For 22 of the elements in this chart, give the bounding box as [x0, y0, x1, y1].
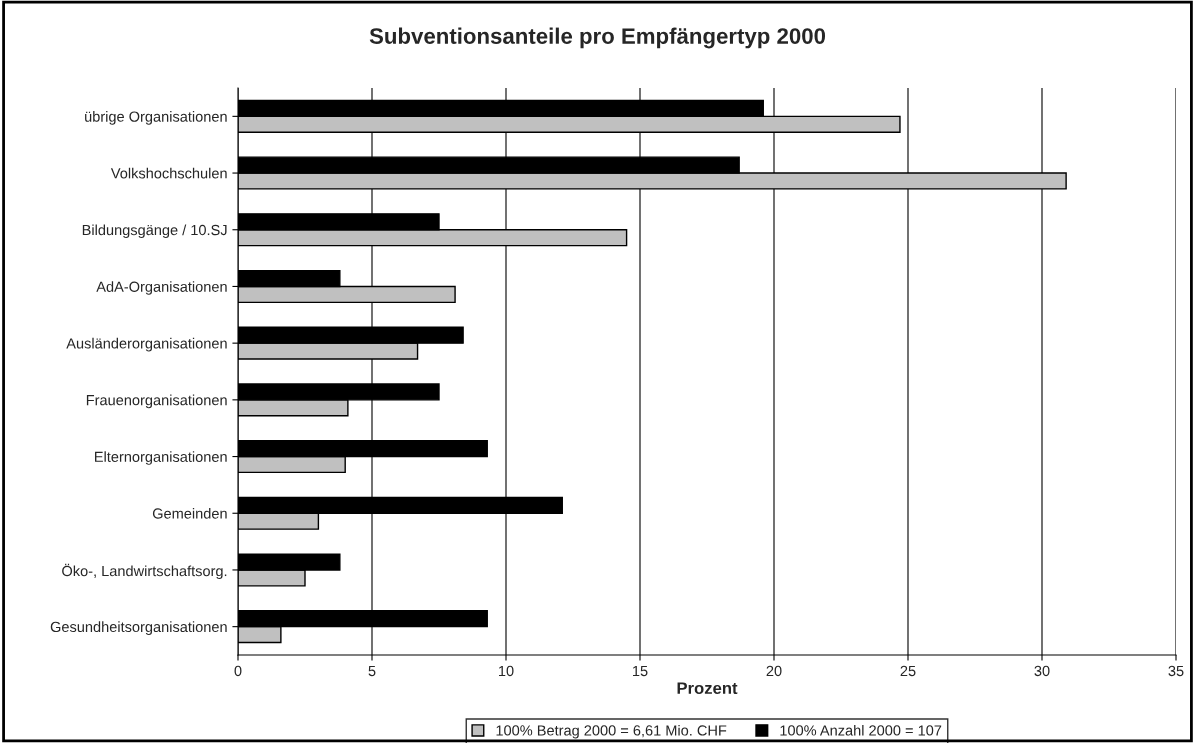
x-tick-label: 25: [900, 665, 916, 677]
legend-label: 100% Anzahl 2000 = 107: [780, 724, 942, 736]
x-tick-label: 30: [1034, 665, 1050, 677]
y-tick-label: Bildungsgänge / 10.SJ: [82, 224, 227, 239]
x-tick-label: 35: [1168, 665, 1184, 677]
y-tick-label: Ausländerorganisationen: [66, 337, 227, 352]
y-tick-label: Frauenorganisationen: [86, 394, 227, 409]
y-tick-label: Volkshochschulen: [110, 167, 227, 179]
legend-label: 100% Betrag 2000 = 6,61 Mio. CHF: [496, 724, 727, 739]
x-axis-title: Prozent: [677, 682, 738, 695]
x-tick-label: 5: [368, 665, 376, 677]
y-tick-label: Gemeinden: [152, 507, 227, 519]
x-tick-label: 20: [766, 665, 782, 677]
x-tick-label: 15: [633, 665, 648, 677]
y-tick-label: Gesundheitsorganisationen: [50, 621, 227, 635]
y-tick-label: AdA-Organisationen: [96, 281, 227, 295]
y-tick-label: übrige Organisationen: [85, 111, 227, 125]
y-tick-label: Elternorganisationen: [95, 451, 227, 465]
y-tick-label: Öko-, Landwirtschaftsorg.: [62, 563, 227, 580]
x-tick-label: 0: [234, 665, 242, 677]
x-tick-label: 10: [499, 665, 514, 677]
chart-title: Subventionsanteile pro Empfängertyp 2000: [369, 27, 826, 49]
